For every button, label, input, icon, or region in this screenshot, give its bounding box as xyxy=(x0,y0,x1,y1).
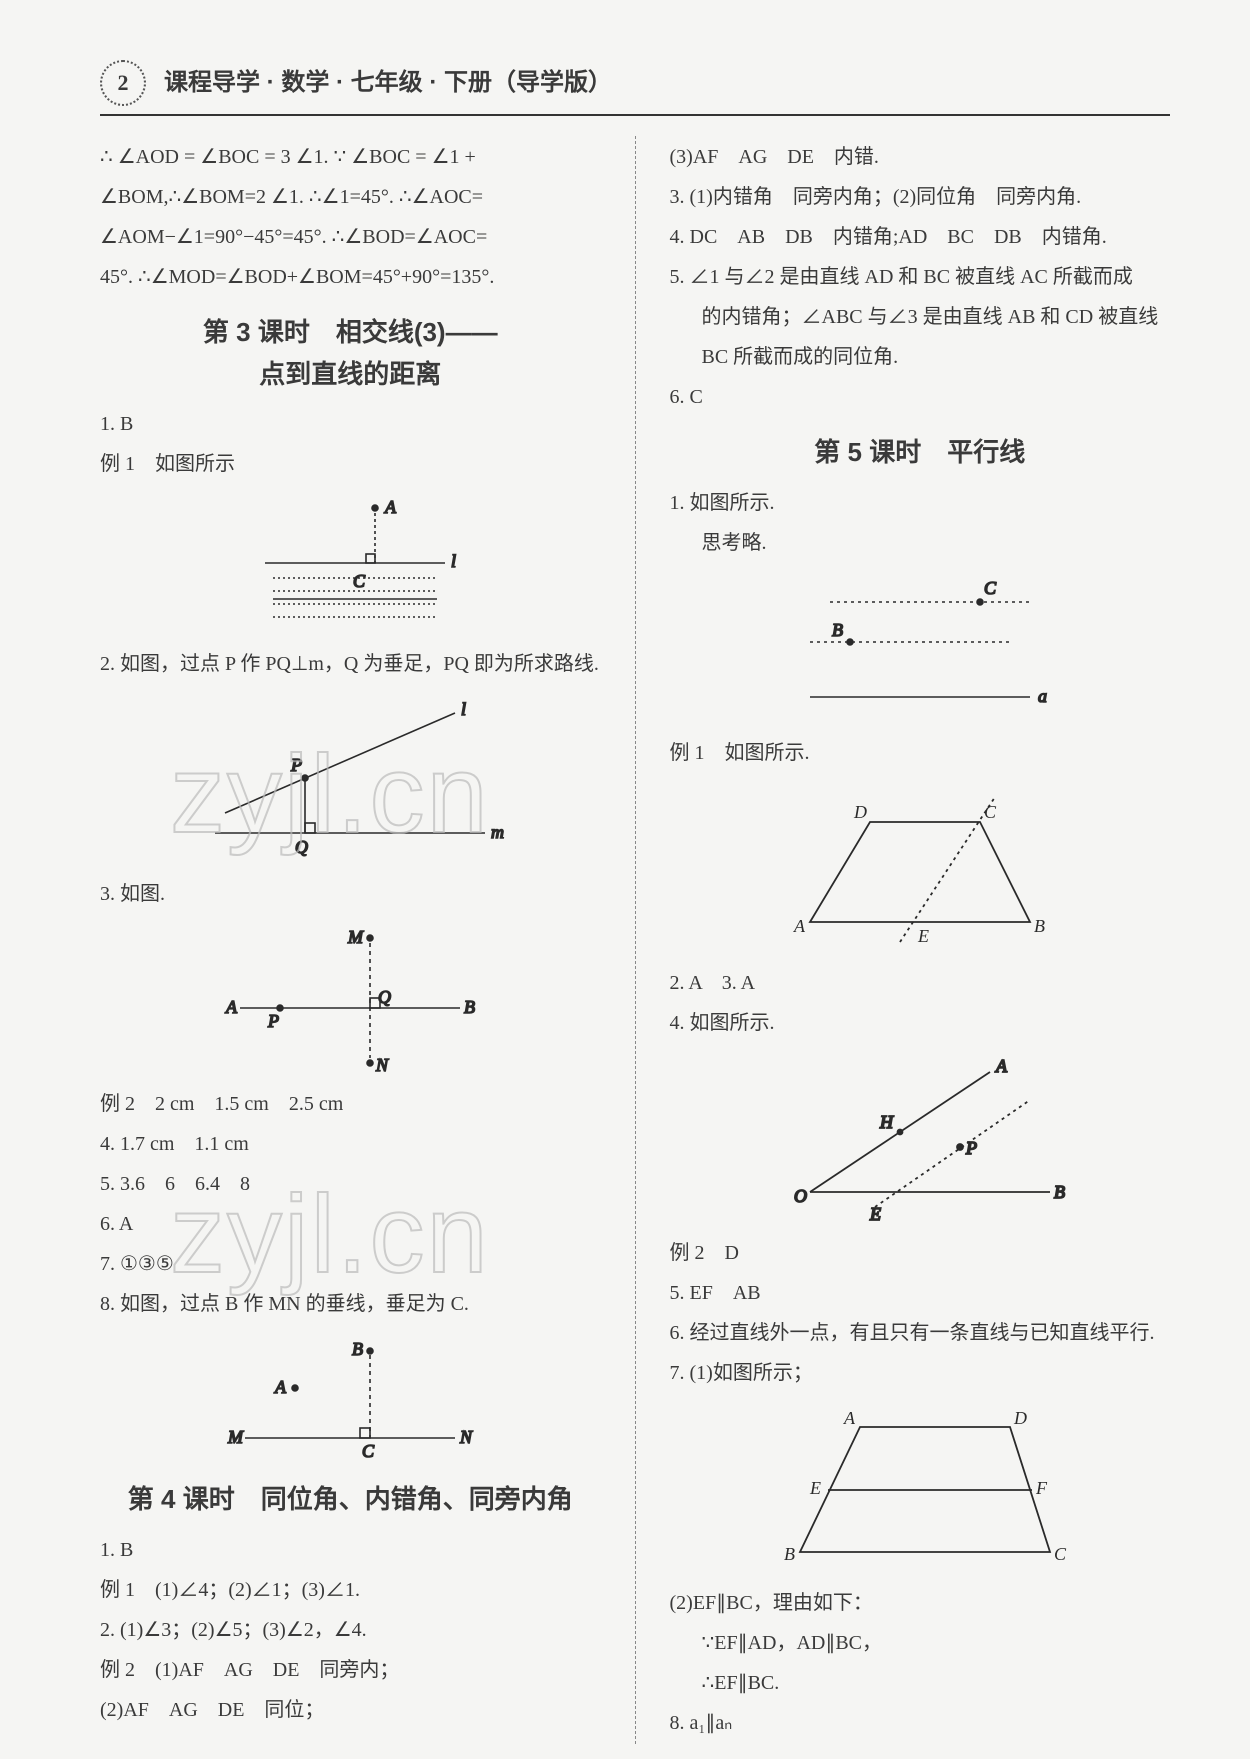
svg-text:A: A xyxy=(225,997,238,1017)
s4-q5-l3: BC 所截而成的同位角. xyxy=(670,338,1171,376)
carryover-line-3: ∠AOM−∠1=90°−45°=45°. ∴∠BOD=∠AOC= xyxy=(100,218,601,256)
svg-text:Q: Q xyxy=(295,837,308,857)
s4-q6: 6. C xyxy=(670,378,1171,416)
s3-ex2: 例 2 2 cm 1.5 cm 2.5 cm xyxy=(100,1085,601,1123)
svg-text:A: A xyxy=(793,916,806,936)
s5-q5: 5. EF AB xyxy=(670,1274,1171,1312)
svg-text:m: m xyxy=(491,822,504,842)
s5-diagram-2: A B C D E xyxy=(770,782,1070,952)
s5-diagram-3 angle-diagram: A B O H P E xyxy=(770,1052,1070,1222)
svg-text:E: E xyxy=(917,926,929,946)
svg-text:E: E xyxy=(809,1478,821,1498)
svg-text:B: B xyxy=(1034,916,1045,936)
header-title: 课程导学 · 数学 · 七年级 · 下册（导学版） xyxy=(164,60,612,106)
section-5-title: 第 5 课时 平行线 xyxy=(670,432,1171,474)
svg-text:B: B xyxy=(784,1544,795,1564)
header-rule xyxy=(100,114,1170,116)
svg-text:C: C xyxy=(1054,1544,1067,1564)
svg-text:l: l xyxy=(461,699,466,719)
s4-ex2-3: (3)AF AG DE 内错. xyxy=(670,138,1171,176)
s3-q2: 2. 如图，过点 P 作 PQ⊥m，Q 为垂足，PQ 即为所求路线. xyxy=(100,645,601,683)
s5-ex2: 例 2 D xyxy=(670,1234,1171,1272)
svg-text:N: N xyxy=(459,1427,473,1447)
s4-q5-l1: 5. ∠1 与∠2 是由直线 AD 和 BC 被直线 AC 所截而成 xyxy=(670,258,1171,296)
page-number-circle: 2 xyxy=(100,60,146,106)
svg-text:C: C xyxy=(362,1441,375,1461)
s4-q5-l2: 的内错角；∠ABC 与∠3 是由直线 AB 和 CD 被直线 xyxy=(670,298,1171,336)
svg-text:M: M xyxy=(227,1427,244,1447)
svg-text:P: P xyxy=(267,1011,279,1031)
svg-text:P: P xyxy=(290,755,302,775)
svg-text:F: F xyxy=(1035,1478,1048,1498)
s5-diagram-1: C B a xyxy=(780,572,1060,722)
section-3-title-l1: 第 3 课时 相交线(3)—— xyxy=(100,312,601,354)
svg-text:D: D xyxy=(1013,1408,1027,1428)
s4-ex2-2: (2)AF AG DE 同位； xyxy=(100,1691,601,1729)
s5-ex1-intro: 例 1 如图所示. xyxy=(670,734,1171,772)
s4-q1: 1. B xyxy=(100,1531,601,1569)
svg-text:A: A xyxy=(843,1408,856,1428)
svg-text:M: M xyxy=(347,927,364,947)
svg-text:a: a xyxy=(1038,686,1047,706)
s5-diagram-4: A D C B E F xyxy=(770,1402,1070,1572)
s5-q6: 6. 经过直线外一点，有且只有一条直线与已知直线平行. xyxy=(670,1314,1171,1352)
section-3-title-l2: 点到直线的距离 xyxy=(100,354,601,396)
s5-q2-3: 2. A 3. A xyxy=(670,964,1171,1002)
s5-q1-l1: 1. 如图所示. xyxy=(670,484,1171,522)
s3-diagram-1: A l C xyxy=(235,493,465,633)
page-header: 2 课程导学 · 数学 · 七年级 · 下册（导学版） xyxy=(100,60,1170,106)
s3-q4: 4. 1.7 cm 1.1 cm xyxy=(100,1125,601,1163)
left-column: ∴ ∠AOD = ∠BOC = 3 ∠1. ∵ ∠BOC = ∠1 + ∠BOM… xyxy=(100,136,601,1744)
column-separator xyxy=(635,136,636,1744)
s3-q5: 5. 3.6 6 6.4 8 xyxy=(100,1165,601,1203)
s3-diagram-4: M N B A C xyxy=(220,1333,480,1463)
svg-text:P: P xyxy=(965,1138,977,1158)
svg-text:B: B xyxy=(464,997,475,1017)
svg-text:B: B xyxy=(832,620,843,640)
svg-text:A: A xyxy=(384,497,397,517)
svg-text:E: E xyxy=(869,1204,881,1222)
s5-q4-intro: 4. 如图所示. xyxy=(670,1004,1171,1042)
section-3-title: 第 3 课时 相交线(3)—— 点到直线的距离 xyxy=(100,312,601,395)
svg-text:N: N xyxy=(375,1055,389,1073)
s3-q6: 6. A xyxy=(100,1205,601,1243)
s5-q7-intro: 7. (1)如图所示； xyxy=(670,1354,1171,1392)
carryover-line-2: ∠BOM,∴∠BOM=2 ∠1. ∴∠1=45°. ∴∠AOC= xyxy=(100,178,601,216)
s3-diagram-3: A B P M N Q xyxy=(220,923,480,1073)
s3-q7: 7. ①③⑤ xyxy=(100,1245,601,1283)
page-number: 2 xyxy=(118,62,129,104)
s4-q4: 4. DC AB DB 内错角;AD BC DB 内错角. xyxy=(670,218,1171,256)
s5-q7-2-l2: ∵EF∥AD，AD∥BC， xyxy=(670,1624,1171,1662)
carryover-line-1: ∴ ∠AOD = ∠BOC = 3 ∠1. ∵ ∠BOC = ∠1 + xyxy=(100,138,601,176)
svg-text:C: C xyxy=(353,571,366,591)
svg-text:H: H xyxy=(879,1112,894,1132)
svg-text:l: l xyxy=(451,551,456,571)
s4-ex1: 例 1 (1)∠4；(2)∠1；(3)∠1. xyxy=(100,1571,601,1609)
s5-q1-l2: 思考略. xyxy=(670,524,1171,562)
right-column: (3)AF AG DE 内错. 3. (1)内错角 同旁内角；(2)同位角 同旁… xyxy=(670,136,1171,1744)
svg-text:A: A xyxy=(274,1377,287,1397)
svg-text:O: O xyxy=(794,1186,807,1206)
s4-ex2-1: 例 2 (1)AF AG DE 同旁内； xyxy=(100,1651,601,1689)
svg-text:D: D xyxy=(853,802,867,822)
svg-text:A: A xyxy=(995,1056,1008,1076)
s3-q8-intro: 8. 如图，过点 B 作 MN 的垂线，垂足为 C. xyxy=(100,1285,601,1323)
two-column-layout: ∴ ∠AOD = ∠BOC = 3 ∠1. ∵ ∠BOC = ∠1 + ∠BOM… xyxy=(100,136,1170,1744)
s5-q8: 8. a₁∥aₙ xyxy=(670,1704,1171,1742)
s4-q2: 2. (1)∠3；(2)∠5；(3)∠2，∠4. xyxy=(100,1611,601,1649)
svg-text:C: C xyxy=(984,802,997,822)
s3-diagram-2: m l P Q xyxy=(195,693,505,863)
svg-text:B: B xyxy=(352,1339,363,1359)
section-4-title: 第 4 课时 同位角、内错角、同旁内角 xyxy=(100,1479,601,1521)
s3-q1: 1. B xyxy=(100,405,601,443)
carryover-line-4: 45°. ∴∠MOD=∠BOD+∠BOM=45°+90°=135°. xyxy=(100,258,601,296)
svg-text:Q: Q xyxy=(378,987,391,1007)
svg-text:C: C xyxy=(984,578,997,598)
s3-ex1-intro: 例 1 如图所示 xyxy=(100,445,601,483)
s3-q3-intro: 3. 如图. xyxy=(100,875,601,913)
s4-q3: 3. (1)内错角 同旁内角；(2)同位角 同旁内角. xyxy=(670,178,1171,216)
s5-q7-2-l3: ∴EF∥BC. xyxy=(670,1664,1171,1702)
s5-q7-2-l1: (2)EF∥BC，理由如下： xyxy=(670,1584,1171,1622)
svg-text:B: B xyxy=(1054,1182,1065,1202)
